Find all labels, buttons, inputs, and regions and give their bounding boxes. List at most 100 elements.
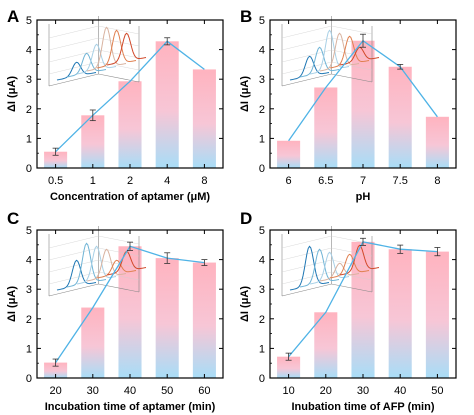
inset-grid: [98, 247, 140, 257]
inset-curve: [329, 35, 370, 69]
y-tick-label: 4: [259, 45, 265, 57]
inset-curve: [76, 245, 117, 285]
inset-grid: [98, 61, 140, 71]
x-axis-title: Inubation time of AFP (min): [292, 401, 435, 413]
y-tick-label: 2: [259, 314, 265, 326]
panel-A: A 0 1 2 3 4 5 0.5 1 2 4 8 Concentration of aptamer (…: [6, 7, 224, 203]
y-tick-label: 3: [26, 284, 32, 296]
inset-grid: [98, 25, 140, 35]
panel-label: A: [7, 7, 19, 26]
x-tick-label: 20: [320, 385, 332, 397]
bar: [314, 312, 338, 378]
inset-grid: [48, 61, 99, 75]
inset-curve: [96, 259, 137, 279]
inset-grid: [48, 247, 99, 261]
y-tick-label: 3: [259, 74, 265, 86]
inset-curve: [319, 262, 360, 282]
inset-curve: [329, 253, 370, 279]
bar: [155, 258, 179, 378]
inset-curve: [106, 32, 147, 66]
inset-grid: [331, 25, 373, 35]
inset-grid: [281, 271, 332, 285]
y-tick-label: 3: [259, 284, 265, 296]
bar: [314, 87, 338, 168]
y-tick-label: 4: [26, 45, 32, 57]
panel-D: D 0 1 2 3 4 5 10 20 30 40 50 Inubation time of AFP (…: [239, 209, 457, 413]
inset-curve: [96, 29, 137, 69]
inset-grid: [331, 271, 373, 281]
y-tick-label: 1: [259, 133, 265, 145]
inset-curve: [86, 248, 127, 282]
inset-curve: [299, 248, 340, 288]
inset-grid: [98, 37, 140, 47]
inset-curve: [56, 61, 97, 81]
x-axis-title: Concentration of aptamer (μM): [50, 191, 210, 203]
inset-frame: [48, 16, 140, 87]
inset-grid: [48, 235, 99, 249]
inset-curve: [56, 259, 97, 291]
x-tick-label: 6: [286, 175, 292, 187]
y-axis-title: ΔI (μA): [239, 286, 251, 322]
bar: [277, 140, 301, 168]
inset-curve: [289, 245, 330, 291]
inset-grid: [98, 49, 140, 59]
y-tick-label: 5: [26, 225, 32, 237]
inset-grid: [281, 61, 332, 75]
y-tick-label: 0: [259, 163, 265, 175]
x-axis-title: pH: [356, 191, 371, 203]
x-tick-label: 8: [434, 175, 440, 187]
inset-frame: [281, 16, 373, 87]
x-tick-label: 10: [282, 385, 294, 397]
x-tick-label: 30: [357, 385, 369, 397]
x-tick-label: 7.5: [393, 175, 408, 187]
y-tick-label: 2: [259, 104, 265, 116]
bar: [44, 362, 68, 378]
y-axis-title: ΔI (μA): [6, 76, 18, 112]
x-tick-label: 4: [164, 175, 170, 187]
x-tick-label: 50: [431, 385, 443, 397]
bar: [81, 307, 105, 378]
y-axis-title: ΔI (μA): [6, 286, 18, 322]
inset-curve: [319, 32, 360, 72]
x-tick-label: 50: [161, 385, 173, 397]
inset-grid: [98, 271, 140, 281]
inset-curve: [299, 46, 340, 78]
y-tick-label: 5: [26, 15, 32, 27]
y-tick-label: 1: [259, 343, 265, 355]
panel-label: D: [240, 209, 252, 228]
inset-grid: [331, 247, 373, 257]
x-tick-label: 1: [90, 175, 96, 187]
bar: [81, 115, 105, 168]
panel-C: C 0 1 2 3 4 5 20 30 40 50 60 Incubation time of apta…: [6, 209, 224, 413]
y-tick-label: 4: [259, 255, 265, 267]
inset-3d-plot: [48, 16, 147, 87]
inset-grid: [281, 49, 332, 63]
inset-grid: [281, 235, 332, 249]
y-tick-label: 2: [26, 104, 32, 116]
bar: [192, 262, 216, 378]
y-tick-label: 1: [26, 133, 32, 145]
inset-curve: [309, 251, 350, 285]
inset-curve: [289, 55, 330, 81]
inset-grid: [98, 235, 140, 245]
inset-frame: [281, 226, 373, 297]
bar: [351, 40, 375, 168]
bar: [192, 69, 216, 168]
bar: [44, 151, 68, 168]
y-tick-label: 2: [26, 314, 32, 326]
bar: [388, 66, 412, 168]
y-axis-title: ΔI (μA): [239, 76, 251, 112]
bar: [351, 241, 375, 378]
panel-label: C: [7, 209, 19, 228]
x-tick-label: 60: [198, 385, 210, 397]
bar: [425, 116, 449, 168]
inset-curve: [66, 52, 107, 78]
inset-grid: [48, 271, 99, 285]
inset-curve: [86, 26, 127, 72]
bar: [388, 249, 412, 378]
x-tick-label: 30: [87, 385, 99, 397]
bar: [155, 41, 179, 169]
inset-grid: [281, 37, 332, 51]
bar: [277, 356, 301, 378]
